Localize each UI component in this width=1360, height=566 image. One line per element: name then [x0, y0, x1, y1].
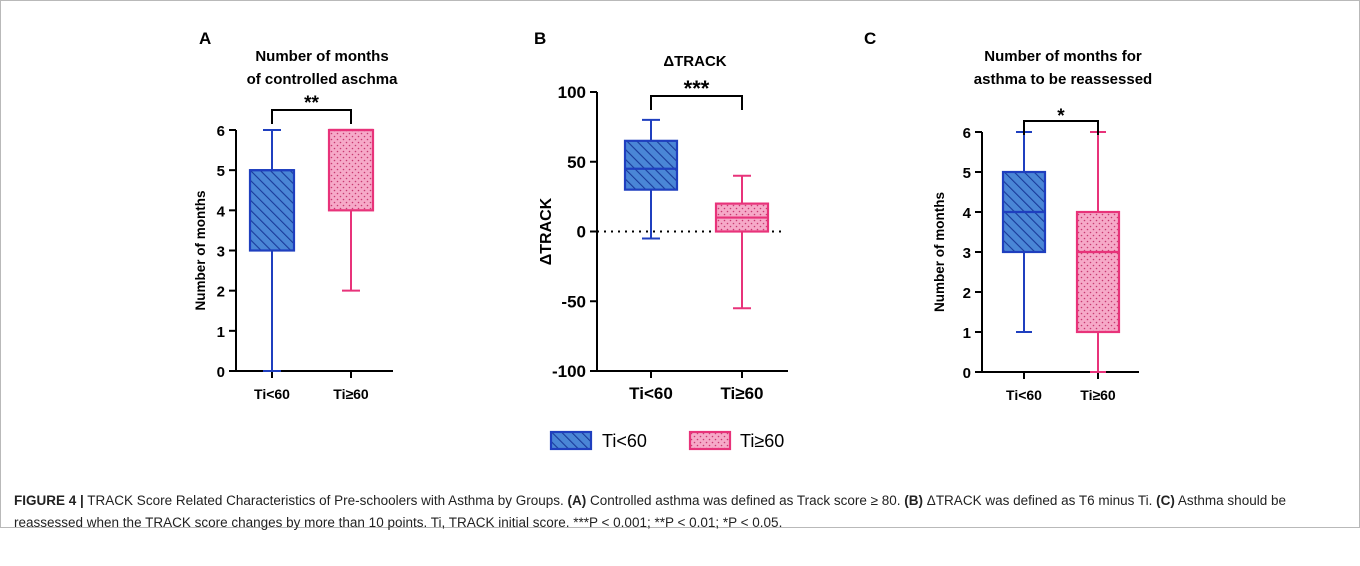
y-tick-label: 2 [963, 285, 971, 302]
box-ti-ge-60 [1075, 131, 1121, 373]
legend-swatch [688, 430, 732, 451]
y-tick-label: 6 [217, 123, 225, 140]
charts-layer: A Number of months of controlled aschma 0 1 2… [193, 29, 1152, 403]
x-tick-label: Ti<60 [629, 384, 673, 403]
panel-label: B [534, 29, 546, 48]
caption-figure-label: FIGURE 4 | [14, 493, 84, 508]
y-axis-label: ΔTRACK [538, 197, 555, 265]
y-tick-label: 2 [217, 284, 225, 301]
y-tick-label: 0 [577, 223, 586, 242]
x-tick-label: Ti≥60 [720, 384, 763, 403]
y-axis-label: Number of months [932, 192, 947, 312]
chart-panel-a: A Number of months of controlled aschma 0 1 2… [193, 29, 398, 402]
y-tick-label: 100 [558, 83, 586, 102]
y-tick-label: 4 [963, 205, 972, 222]
caption-b-label: (B) [904, 493, 924, 508]
caption-text: TRACK Score Related Characteristics of P… [83, 493, 568, 508]
x-tick-label: Ti≥60 [1080, 387, 1116, 403]
y-axis-label: Number of months [193, 191, 208, 311]
chart-title-line: of controlled aschma [247, 71, 399, 88]
legend-label: Ti<60 [602, 431, 647, 451]
chart-title-line: asthma to be reassessed [974, 71, 1152, 88]
iqr-box [623, 139, 679, 191]
y-tick-label: 50 [567, 153, 586, 172]
box-ti-lt-60 [1001, 131, 1047, 333]
iqr-box [327, 128, 375, 212]
caption-c-text: Asthma should be reassessed when the TRA… [14, 493, 1286, 530]
caption-a-label: (A) [567, 493, 587, 508]
y-tick-label: 0 [217, 364, 225, 381]
legend: Ti<60 Ti≥60 [549, 430, 784, 451]
iqr-box [248, 169, 296, 252]
figure-caption: FIGURE 4 | TRACK Score Related Character… [14, 490, 1349, 534]
y-tick-label: 5 [217, 163, 225, 180]
box-ti-lt-60 [248, 129, 296, 372]
y-tick-label: 6 [963, 125, 971, 142]
chart-title-line: Number of months for [984, 48, 1142, 65]
legend-swatch [549, 430, 593, 451]
panel-label: A [199, 29, 211, 48]
y-tick-label: 3 [963, 245, 971, 262]
significance-stars: ** [304, 93, 319, 114]
y-tick-label: 0 [963, 365, 971, 382]
y-tick-label: -50 [561, 292, 586, 311]
figure-svg: A Number of months of controlled aschma 0 1 2… [193, 29, 1152, 451]
box-ti-ge-60 [327, 128, 375, 292]
significance-stars: *** [684, 76, 710, 101]
chart-panel-c: C Number of months for asthma to be reasse… [864, 29, 1152, 403]
y-tick-label: 3 [217, 244, 225, 261]
chart-title-line: Number of months [255, 48, 388, 65]
panel-label: C [864, 29, 876, 48]
legend-label: Ti≥60 [740, 431, 784, 451]
significance-stars: * [1057, 106, 1065, 127]
x-tick-label: Ti<60 [1006, 387, 1042, 403]
chart-title-line: ΔTRACK [663, 53, 726, 70]
caption-b-text: ΔTRACK was defined as T6 minus Ti. [923, 493, 1157, 508]
significance-bracket [650, 95, 743, 110]
chart-panel-b: B ΔTRACK -100 -50 0 50 100 ΔTRACK Ti<60 Ti≥60 *** [534, 29, 788, 403]
caption-a-text: Controlled asthma was defined as Track s… [586, 493, 905, 508]
y-tick-label: 1 [217, 324, 225, 341]
significance-bracket [271, 109, 352, 124]
box-ti-ge-60 [714, 174, 770, 310]
caption-c-label: (C) [1156, 493, 1175, 508]
x-tick-label: Ti≥60 [333, 386, 369, 402]
iqr-box [1075, 210, 1121, 334]
significance-bracket [1023, 120, 1099, 135]
y-tick-label: 5 [963, 165, 971, 182]
y-tick-label: 1 [963, 325, 971, 342]
y-tick-label: 4 [217, 203, 226, 220]
x-tick-label: Ti<60 [254, 386, 290, 402]
box-ti-lt-60 [623, 118, 679, 240]
y-tick-label: -100 [552, 362, 586, 381]
